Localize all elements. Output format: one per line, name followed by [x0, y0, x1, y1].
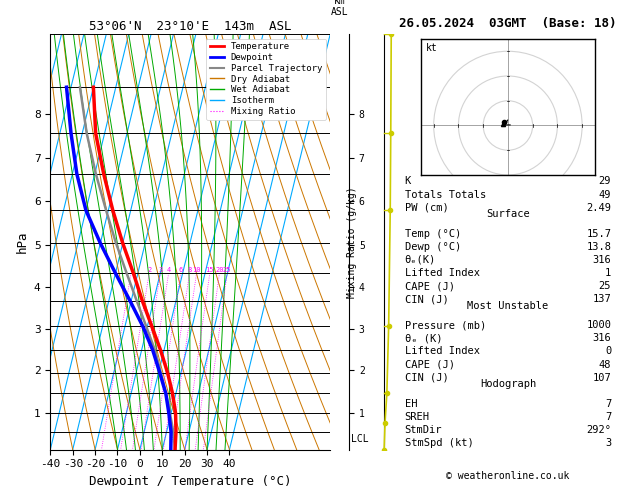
Text: 7: 7: [605, 412, 611, 422]
Text: Mixing Ratio (g/kg): Mixing Ratio (g/kg): [347, 186, 357, 297]
Text: 316: 316: [593, 255, 611, 265]
Text: SREH: SREH: [404, 412, 430, 422]
Text: 0: 0: [605, 347, 611, 357]
Text: θₑ(K): θₑ(K): [404, 255, 436, 265]
Text: 1: 1: [129, 267, 133, 273]
Text: StmDir: StmDir: [404, 425, 442, 435]
Text: 15.7: 15.7: [586, 229, 611, 239]
Text: Pressure (mb): Pressure (mb): [404, 320, 486, 330]
Text: 107: 107: [593, 373, 611, 382]
Text: Dewp (°C): Dewp (°C): [404, 242, 461, 252]
Legend: Temperature, Dewpoint, Parcel Trajectory, Dry Adiabat, Wet Adiabat, Isotherm, Mi: Temperature, Dewpoint, Parcel Trajectory…: [206, 38, 326, 120]
Text: EH: EH: [404, 399, 417, 409]
Text: 48: 48: [599, 360, 611, 369]
Text: 7: 7: [605, 399, 611, 409]
Text: 10: 10: [192, 267, 201, 273]
Text: 3: 3: [159, 267, 162, 273]
X-axis label: Dewpoint / Temperature (°C): Dewpoint / Temperature (°C): [89, 475, 291, 486]
Text: 6: 6: [179, 267, 183, 273]
Text: CIN (J): CIN (J): [404, 294, 448, 304]
Text: 1000: 1000: [586, 320, 611, 330]
Text: Lifted Index: Lifted Index: [404, 347, 479, 357]
Text: Hodograph: Hodograph: [480, 379, 536, 389]
Text: PW (cm): PW (cm): [404, 203, 448, 213]
Text: 4: 4: [167, 267, 170, 273]
Text: Totals Totals: Totals Totals: [404, 190, 486, 200]
Text: 316: 316: [593, 333, 611, 344]
Text: 8: 8: [187, 267, 192, 273]
Text: 29: 29: [599, 176, 611, 187]
Text: 49: 49: [599, 190, 611, 200]
Text: θₑ (K): θₑ (K): [404, 333, 442, 344]
Text: kt: kt: [426, 43, 438, 53]
Text: 3: 3: [605, 438, 611, 448]
Text: 2: 2: [147, 267, 152, 273]
Text: 25: 25: [223, 267, 231, 273]
Text: K: K: [404, 176, 411, 187]
Text: 13.8: 13.8: [586, 242, 611, 252]
Text: 20: 20: [215, 267, 224, 273]
Text: © weatheronline.co.uk: © weatheronline.co.uk: [446, 471, 570, 481]
Text: 2.49: 2.49: [586, 203, 611, 213]
Text: Surface: Surface: [486, 209, 530, 219]
Text: Most Unstable: Most Unstable: [467, 301, 548, 311]
Text: Temp (°C): Temp (°C): [404, 229, 461, 239]
Text: CIN (J): CIN (J): [404, 373, 448, 382]
Text: LCL: LCL: [351, 434, 369, 444]
Y-axis label: hPa: hPa: [15, 230, 28, 253]
Text: CAPE (J): CAPE (J): [404, 360, 455, 369]
Text: 26.05.2024  03GMT  (Base: 18): 26.05.2024 03GMT (Base: 18): [399, 17, 616, 30]
Text: km
ASL: km ASL: [331, 0, 348, 17]
Text: 25: 25: [599, 281, 611, 291]
Text: 292°: 292°: [586, 425, 611, 435]
Title: 53°06'N  23°10'E  143m  ASL: 53°06'N 23°10'E 143m ASL: [89, 20, 291, 33]
Text: Lifted Index: Lifted Index: [404, 268, 479, 278]
Text: 1: 1: [605, 268, 611, 278]
Text: 137: 137: [593, 294, 611, 304]
Text: 15: 15: [206, 267, 214, 273]
Text: CAPE (J): CAPE (J): [404, 281, 455, 291]
Text: StmSpd (kt): StmSpd (kt): [404, 438, 474, 448]
